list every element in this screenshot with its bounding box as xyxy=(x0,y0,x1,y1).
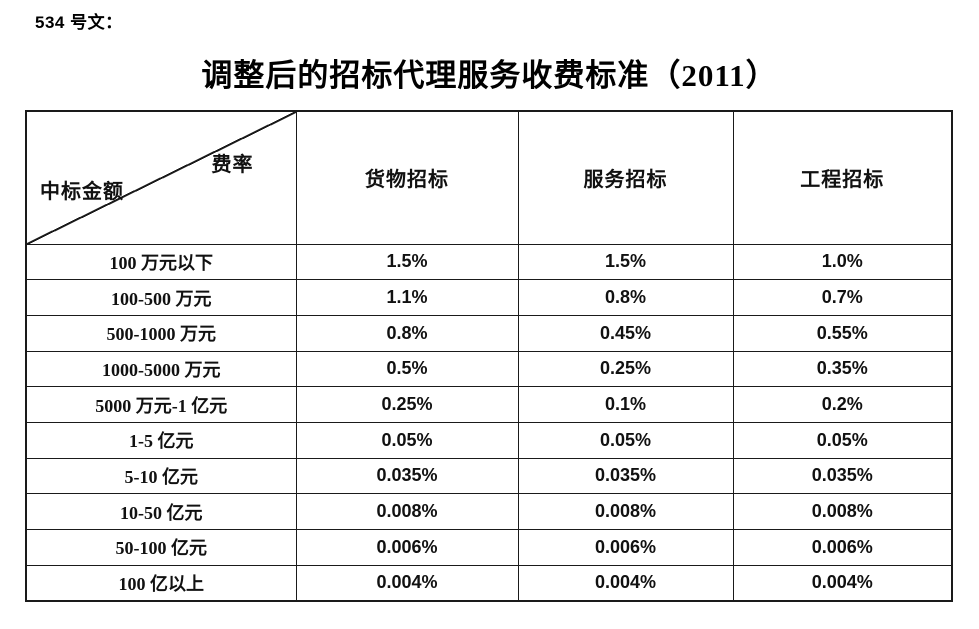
rate-value: 0.25% xyxy=(295,386,519,423)
rate-value: 0.35% xyxy=(732,350,953,388)
corner-label-amount: 中标金额 xyxy=(40,180,124,203)
row-label: 100 万元以下 xyxy=(25,243,297,281)
row-label: 1000-5000 万元 xyxy=(25,350,297,388)
rate-value: 0.004% xyxy=(295,564,519,602)
table-row: 1000-5000 万元 0.5% 0.25% 0.35% xyxy=(25,350,953,388)
row-label: 500-1000 万元 xyxy=(25,314,297,352)
rate-value: 0.8% xyxy=(517,279,734,316)
corner-label-rate: 费率 xyxy=(211,154,254,176)
row-label: 100-500 万元 xyxy=(25,279,297,316)
table-row: 500-1000 万元 0.8% 0.45% 0.55% xyxy=(25,314,953,352)
rate-value: 0.035% xyxy=(732,457,953,495)
table-header-row: 费率 中标金额 货物招标 服务招标 工程招标 xyxy=(25,110,953,245)
rate-value: 0.8% xyxy=(295,314,519,352)
page-title: 调整后的招标代理服务收费标准（2011） xyxy=(201,58,778,93)
column-header-services: 服务招标 xyxy=(517,110,734,245)
fee-rate-table: 费率 中标金额 货物招标 服务招标 工程招标 100 万元以下 1.5% 1.5… xyxy=(25,110,953,602)
rate-value: 0.45% xyxy=(517,314,734,352)
rate-value: 0.008% xyxy=(517,493,734,530)
rate-value: 0.2% xyxy=(732,386,953,423)
doc-number-label: 534 号文： xyxy=(35,13,123,32)
diagonal-corner-cell: 费率 中标金额 xyxy=(25,110,297,245)
table-row: 10-50 亿元 0.008% 0.008% 0.008% xyxy=(25,493,953,530)
rate-value: 0.035% xyxy=(295,457,519,495)
rate-value: 0.05% xyxy=(295,421,519,459)
rate-value: 1.0% xyxy=(732,243,953,281)
table-row: 1-5 亿元 0.05% 0.05% 0.05% xyxy=(25,421,953,459)
rate-value: 0.05% xyxy=(732,421,953,459)
rate-value: 0.1% xyxy=(517,386,734,423)
table-row: 100 万元以下 1.5% 1.5% 1.0% xyxy=(25,243,953,281)
rate-value: 0.25% xyxy=(517,350,734,388)
rate-value: 1.1% xyxy=(295,279,519,316)
rate-value: 0.5% xyxy=(295,350,519,388)
rate-value: 1.5% xyxy=(517,243,734,281)
rate-value: 0.05% xyxy=(517,421,734,459)
table-row: 100 亿以上 0.004% 0.004% 0.004% xyxy=(25,564,953,602)
rate-value: 0.008% xyxy=(732,493,953,530)
row-label: 1-5 亿元 xyxy=(25,421,297,459)
rate-value: 0.035% xyxy=(517,457,734,495)
column-header-goods: 货物招标 xyxy=(295,110,519,245)
rate-value: 0.006% xyxy=(295,529,519,566)
rate-value: 1.5% xyxy=(295,243,519,281)
rate-value: 0.7% xyxy=(732,279,953,316)
row-label: 100 亿以上 xyxy=(25,564,297,602)
table-row: 100-500 万元 1.1% 0.8% 0.7% xyxy=(25,279,953,316)
row-label: 5-10 亿元 xyxy=(25,457,297,495)
table-row: 50-100 亿元 0.006% 0.006% 0.006% xyxy=(25,529,953,566)
table-row: 5000 万元-1 亿元 0.25% 0.1% 0.2% xyxy=(25,386,953,423)
row-label: 50-100 亿元 xyxy=(25,529,297,566)
row-label: 10-50 亿元 xyxy=(25,493,297,530)
rate-value: 0.55% xyxy=(732,314,953,352)
rate-value: 0.006% xyxy=(517,529,734,566)
row-label: 5000 万元-1 亿元 xyxy=(25,386,297,423)
rate-value: 0.004% xyxy=(517,564,734,602)
rate-value: 0.008% xyxy=(295,493,519,530)
column-header-engineering: 工程招标 xyxy=(732,110,953,245)
rate-value: 0.006% xyxy=(732,529,953,566)
rate-value: 0.004% xyxy=(732,564,953,602)
table-row: 5-10 亿元 0.035% 0.035% 0.035% xyxy=(25,457,953,495)
